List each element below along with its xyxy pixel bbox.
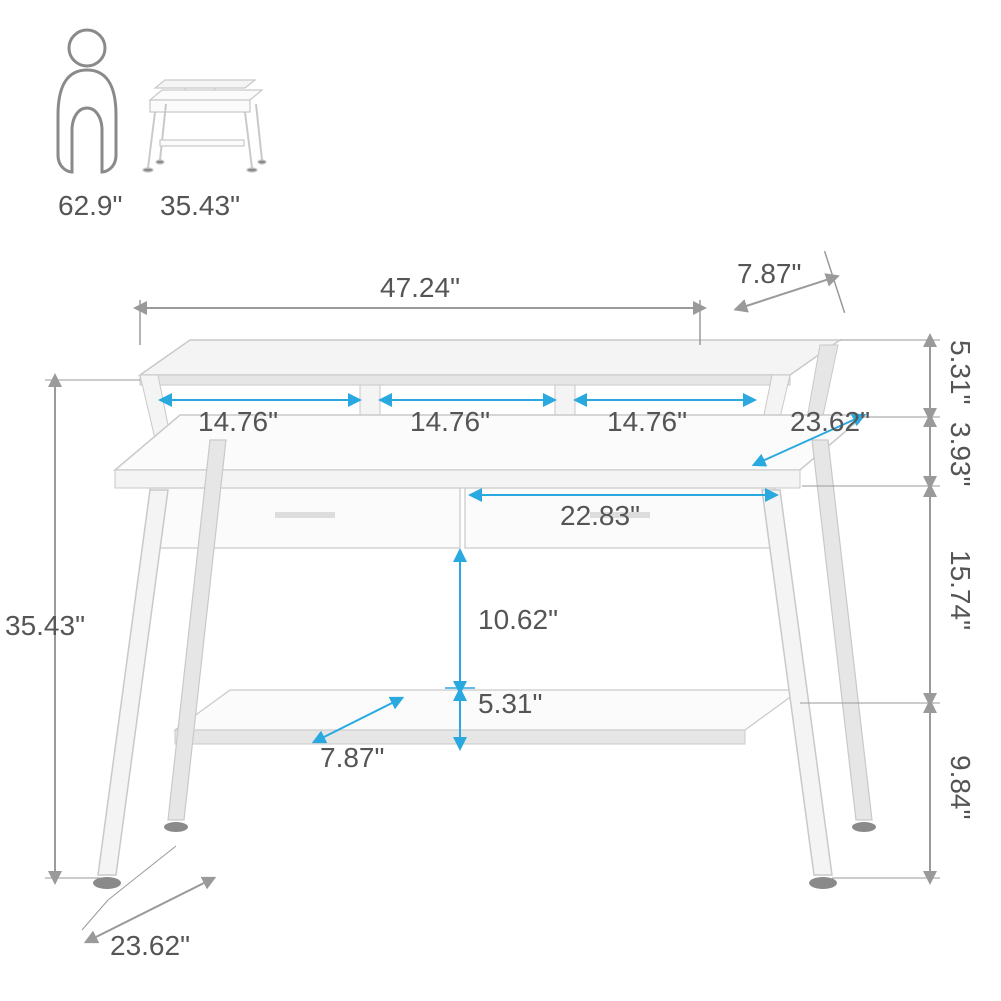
label-center-lower: 5.31" [478,688,542,720]
person-icon [58,30,116,172]
label-r-seg4: 9.84" [944,755,976,819]
label-left-height: 35.43" [5,610,85,642]
label-top-depth: 7.87" [737,258,801,290]
label-cubby1: 14.76" [198,406,278,438]
label-r-seg1: 5.31" [944,340,976,404]
label-r-seg2: 3.93" [944,422,976,486]
label-shelf-depth: 7.87" [320,742,384,774]
label-top-width: 47.24" [380,272,460,304]
label-person-height: 62.9" [58,190,122,222]
label-r-seg3: 15.74" [944,550,976,630]
mini-desk-icon [143,80,266,172]
label-base-depth: 23.62" [110,930,190,962]
label-mini-desk-width: 35.43" [160,190,240,222]
label-cubby2: 14.76" [410,406,490,438]
label-desk-depth-right: 23.62" [790,406,870,438]
label-cubby3: 14.76" [607,406,687,438]
label-drawer-width: 22.83" [560,500,640,532]
label-center-upper: 10.62" [478,604,558,636]
